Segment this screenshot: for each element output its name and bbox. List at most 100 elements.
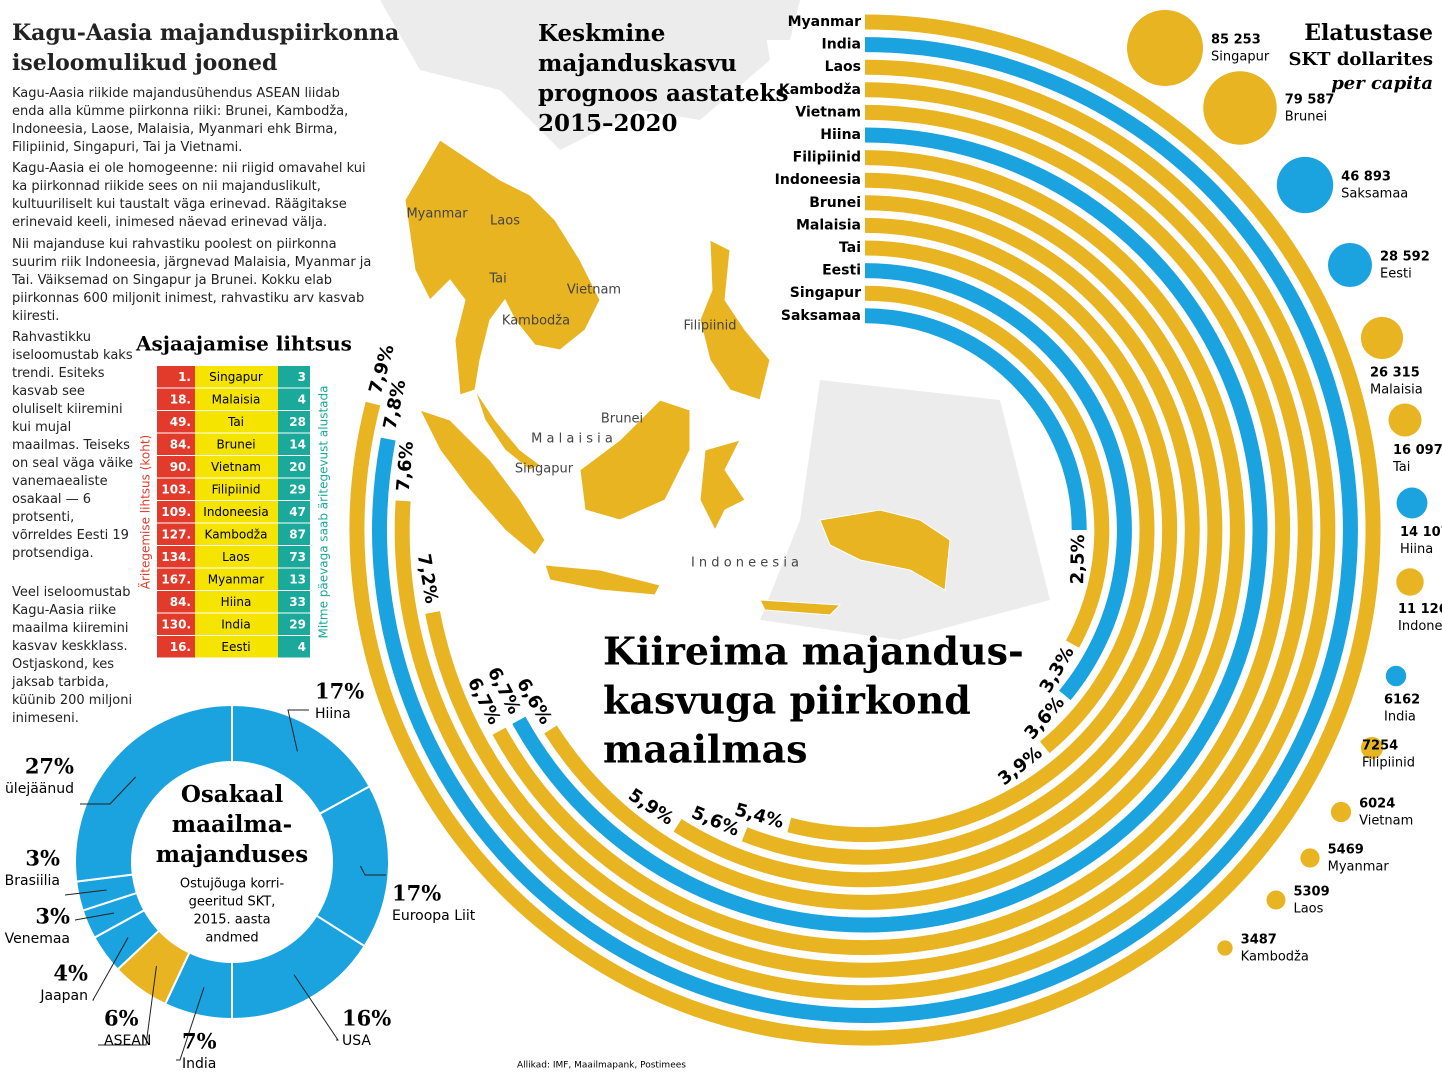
rank: 84. [170, 595, 191, 609]
leader-line [64, 889, 107, 896]
map-label: M a l a i s i a [531, 432, 613, 447]
bubble-value: 11 126 [1398, 602, 1442, 617]
days: 47 [289, 505, 306, 519]
days-cell [278, 501, 310, 523]
bubble-name: Brunei [1285, 110, 1327, 125]
donut-name: Venemaa [5, 931, 70, 947]
days: 14 [289, 437, 306, 451]
ring-label: India [822, 37, 861, 53]
ring-label: Malaisia [796, 217, 861, 233]
table-left-label: Äritegemise lihtsus (koht) [138, 435, 153, 589]
bubble-value: 85 253 [1211, 33, 1261, 48]
country: Indoneesia [203, 505, 268, 519]
bubble-value: 6024 [1359, 797, 1395, 812]
rank-cell [157, 411, 195, 433]
ring-label: Saksamaa [781, 308, 861, 324]
rank: 18. [170, 392, 191, 406]
rank-cell [157, 613, 195, 635]
map-label: Myanmar [406, 207, 468, 222]
ring-label: Hiina [820, 127, 861, 143]
bubble-name: Saksamaa [1341, 187, 1408, 202]
map-indochina [404, 139, 601, 396]
days-cell [278, 613, 310, 635]
chart-title: majanduskasvu [538, 50, 737, 77]
map-papua [759, 509, 951, 616]
country-cell [195, 456, 278, 478]
chart-title: Elatustase [1304, 20, 1433, 46]
bubble-value: 26 315 [1370, 366, 1420, 381]
days: 29 [289, 482, 306, 496]
headline: kasvuga piirkond [603, 678, 971, 723]
country-cell [195, 433, 278, 455]
ring-label: Indoneesia [775, 172, 861, 188]
donut-name: Euroopa Liit [392, 908, 476, 924]
ring-label: Myanmar [788, 14, 862, 30]
country: Eesti [221, 640, 250, 654]
days-cell [278, 568, 310, 590]
bubble-name: Singapur [1211, 50, 1270, 65]
leader-line [80, 776, 136, 805]
country: Singapur [209, 370, 263, 384]
country-cell [195, 501, 278, 523]
bubble-value: 16 097 [1393, 443, 1442, 458]
value-label: 7,6% [393, 441, 418, 493]
bubble-value: 14 107 [1400, 525, 1442, 540]
days: 4 [298, 392, 306, 406]
bubble-name: Indoneesia [1398, 619, 1442, 634]
country-cell [195, 478, 278, 500]
donut-name: ülejäänud [5, 781, 74, 797]
bubble [1327, 242, 1373, 288]
days: 29 [289, 617, 306, 631]
bubble-name: Tai [1392, 460, 1410, 475]
paragraph: Kagu-Aasia riikide majandusühendus ASEAN… [12, 86, 349, 155]
intro-title: Kagu-Aasia majanduspiirkonna iseloomuliku… [12, 18, 399, 78]
ring-bar [864, 285, 1110, 648]
donut-value: 3% [25, 846, 60, 871]
ring-label: Eesti [822, 263, 861, 279]
ring-label: Laos [825, 59, 861, 75]
ring-label: Brunei [809, 195, 861, 211]
country-cell [195, 366, 278, 388]
paragraph: Kagu-Aasia ei ole homogeenne: nii riigid… [12, 161, 366, 230]
rank: 103. [161, 482, 191, 496]
country: Tai [227, 415, 244, 429]
donut-title: Osakaal [181, 781, 284, 808]
days-cell [278, 456, 310, 478]
rank: 49. [170, 415, 191, 429]
ring-bar [787, 217, 1178, 843]
map-label: Brunei [601, 412, 643, 427]
donut-subtitle: 2015. aasta [193, 913, 270, 928]
ring-bar [864, 263, 1132, 701]
donut-subtitle: geeritud SKT, [189, 895, 276, 910]
days-cell [278, 366, 310, 388]
donut-value: 4% [53, 961, 88, 986]
map [380, 0, 1050, 640]
ring-bar [673, 172, 1223, 888]
donut-name: Brasiilia [5, 873, 60, 889]
rank: 90. [170, 460, 191, 474]
chart-title: 2015–2020 [538, 110, 678, 137]
ring-label: Singapur [790, 285, 861, 301]
map-land [380, 0, 1050, 640]
rank-cell [157, 546, 195, 568]
rank-cell [157, 501, 195, 523]
country-cell [195, 591, 278, 613]
days: 87 [289, 527, 306, 541]
chart-title: prognoos aastateks [538, 80, 788, 107]
country-cell [195, 388, 278, 410]
bubble-value: 5309 [1293, 885, 1329, 900]
days-cell [278, 546, 310, 568]
rank-cell [157, 523, 195, 545]
days-cell [278, 411, 310, 433]
donut-value: 17% [392, 881, 441, 906]
bubble-value: 7254 [1362, 739, 1398, 754]
donut-name: ASEAN [104, 1033, 151, 1049]
donut-title: maailma- [172, 811, 292, 838]
source: Allikad: IMF, Maailmapank, Postimees [517, 1061, 686, 1071]
table-title: Asjaajamise lihtsus [135, 332, 352, 356]
map-label: Filipiinid [684, 319, 737, 334]
bubble-value: 6162 [1384, 693, 1420, 708]
ring-label: Kambodža [779, 82, 861, 98]
bubble-value: 28 592 [1380, 250, 1430, 265]
